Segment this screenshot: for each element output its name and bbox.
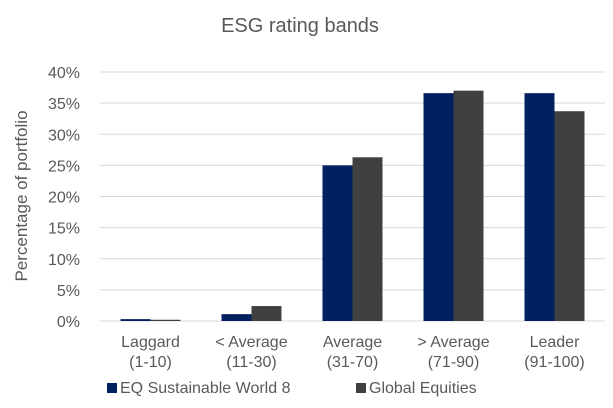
bar-benchmark: [453, 90, 484, 321]
y-axis-ticks: 0% 5% 10% 15% 20% 25% 30% 35% 40%: [48, 65, 80, 331]
legend: EQ Sustainable World 8 Global Equities: [107, 380, 477, 397]
y-tick-label: 30%: [48, 127, 80, 144]
x-tick-label: > Average: [417, 334, 489, 351]
y-tick-label: 0%: [57, 314, 80, 331]
x-tick-sublabel: (1-10): [129, 354, 172, 371]
bar-fund: [221, 314, 252, 321]
chart-title: ESG rating bands: [221, 15, 379, 37]
y-tick-label: 35%: [48, 96, 80, 113]
y-axis-label: Percentage of portfolio: [12, 110, 31, 281]
legend-swatch: [356, 383, 366, 393]
legend-label: EQ Sustainable World 8: [120, 380, 291, 397]
y-tick-label: 25%: [48, 158, 80, 175]
bar-benchmark: [554, 111, 585, 321]
bar-benchmark: [150, 319, 181, 321]
bar-fund: [322, 165, 353, 321]
bar-fund: [120, 319, 151, 321]
legend-swatch: [107, 383, 117, 393]
x-tick-label: Average: [323, 334, 382, 351]
legend-label: Global Equities: [369, 380, 477, 397]
x-axis-ticks: Laggard (1-10) < Average (11-30) Average (31-…: [121, 334, 585, 371]
y-tick-label: 5%: [57, 283, 80, 300]
y-tick-label: 15%: [48, 221, 80, 238]
y-tick-label: 10%: [48, 252, 80, 269]
x-tick-sublabel: (11-30): [226, 354, 276, 371]
y-tick-label: 20%: [48, 190, 80, 207]
bar-fund: [524, 93, 555, 321]
x-tick-sublabel: (31-70): [327, 354, 379, 371]
x-tick-label: Leader: [530, 334, 580, 351]
bar-benchmark: [251, 306, 282, 321]
x-tick-label: Laggard: [121, 334, 180, 351]
x-tick-sublabel: (91-100): [524, 354, 584, 371]
y-tick-label: 40%: [48, 65, 80, 82]
bar-fund: [423, 93, 454, 321]
bars: [120, 90, 585, 321]
bar-benchmark: [352, 157, 383, 321]
x-tick-label: < Average: [215, 334, 287, 351]
x-tick-sublabel: (71-90): [428, 354, 480, 371]
